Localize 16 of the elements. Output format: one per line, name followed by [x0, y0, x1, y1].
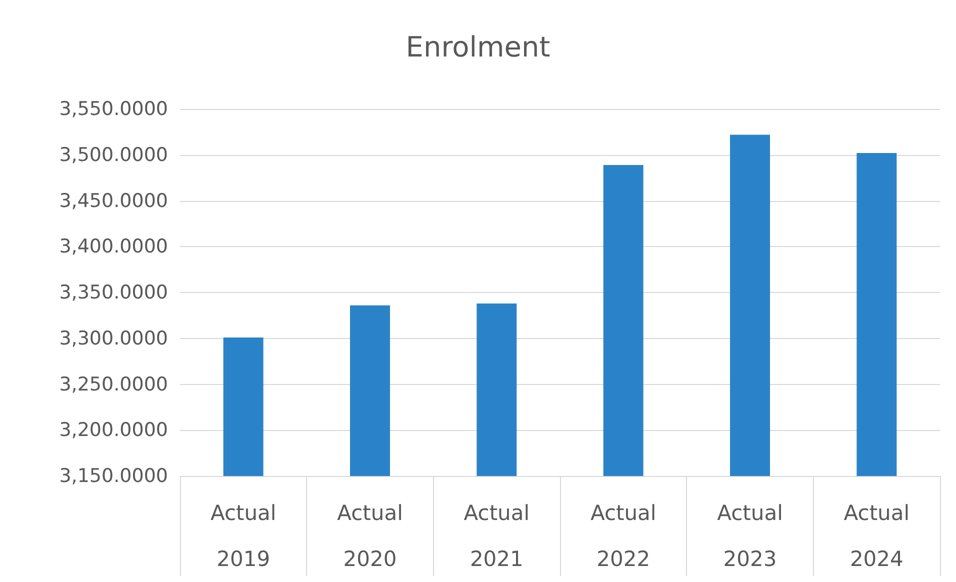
x-tick-label: Actual 2022 [590, 501, 656, 571]
y-tick-label: 3,400.0000 [59, 236, 168, 258]
x-tick-label: Actual 2021 [464, 501, 530, 571]
y-tick-label: 3,350.0000 [59, 282, 168, 304]
y-tick-label: 3,200.0000 [59, 419, 168, 442]
y-tick-label: 3,300.0000 [59, 327, 168, 350]
y-tick-label: 3,450.0000 [59, 190, 168, 212]
x-tick-label: Actual 2019 [210, 501, 276, 571]
x-tick-label: Actual 2020 [337, 501, 403, 571]
chart-title: Enrolment [406, 30, 550, 64]
y-tick-label: 3,150.0000 [59, 465, 168, 487]
x-tick-label: Actual 2023 [717, 501, 783, 571]
x-tick-label: Actual 2024 [844, 501, 910, 571]
y-tick-label: 3,550.0000 [59, 98, 168, 120]
y-tick-label: 3,500.0000 [59, 144, 168, 166]
y-tick-label: 3,250.0000 [59, 373, 168, 396]
